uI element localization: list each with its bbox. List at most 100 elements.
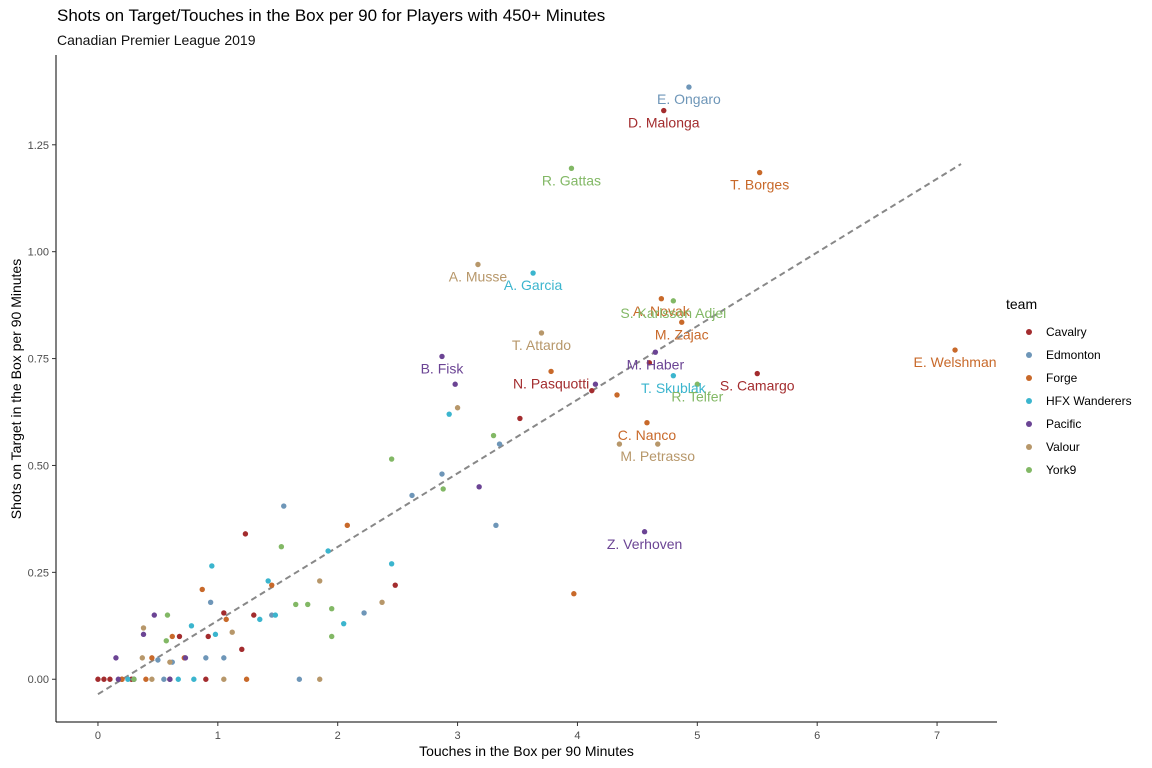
data-point (530, 270, 536, 276)
legend-label: Pacific (1046, 416, 1082, 431)
x-axis-label: Touches in the Box per 90 Minutes (419, 743, 634, 759)
data-point (221, 610, 227, 616)
data-point (592, 381, 599, 387)
player-label: T. Borges (730, 177, 789, 193)
data-point (95, 676, 101, 682)
data-point (191, 676, 197, 682)
data-point (548, 368, 554, 375)
x-tick-label: 1 (215, 730, 221, 742)
data-point (454, 405, 461, 411)
data-point (229, 629, 235, 635)
data-point (652, 349, 659, 355)
data-point (329, 605, 335, 612)
data-point (163, 638, 169, 644)
x-tick-label: 4 (574, 730, 580, 742)
data-point (243, 676, 250, 682)
data-point (658, 296, 665, 302)
data-point (476, 484, 482, 490)
y-tick-label: 0.25 (28, 567, 49, 579)
data-point (209, 563, 215, 569)
data-point (125, 676, 131, 682)
y-tick-label: 0.50 (28, 460, 49, 472)
data-point (496, 441, 503, 447)
data-point (490, 432, 497, 439)
data-point (614, 392, 620, 398)
data-point (493, 522, 499, 529)
data-point (107, 676, 113, 682)
player-label: B. Fisk (421, 361, 465, 377)
legend-key (1020, 348, 1038, 362)
legend-key (1020, 371, 1038, 385)
data-point (203, 676, 209, 682)
player-label: E. Welshman (914, 354, 997, 370)
data-point (568, 165, 575, 172)
data-point (686, 84, 692, 90)
legend-key (1020, 394, 1038, 408)
data-point (272, 612, 279, 618)
legend-label: Cavalry (1046, 324, 1087, 339)
data-point (305, 601, 311, 608)
data-point (207, 599, 214, 605)
player-label: Z. Verhoven (607, 536, 683, 552)
data-point (101, 676, 107, 682)
x-tick-label: 0 (95, 730, 101, 742)
x-tick-label: 7 (934, 730, 940, 742)
data-point (616, 441, 623, 447)
player-label: S. Karlsson Adjei (620, 305, 726, 321)
legend-item: Cavalry (1006, 320, 1132, 343)
x-tick-label: 6 (814, 730, 820, 742)
data-point (440, 486, 446, 492)
data-point (756, 169, 763, 176)
legend-label: Edmonton (1046, 347, 1101, 362)
y-tick-label: 1.25 (28, 140, 49, 152)
legend-dot-icon (1026, 443, 1032, 450)
legend-dot-icon (1026, 328, 1032, 335)
data-point (317, 578, 323, 584)
player-label: M. Petrasso (620, 448, 695, 464)
data-point (140, 625, 147, 631)
player-label: D. Malonga (628, 115, 700, 131)
legend-items: Cavalry Edmonton Forge HFX Wanderers Pacific… (1006, 320, 1132, 481)
data-point (223, 616, 229, 623)
player-label: M. Haber (627, 356, 685, 372)
legend-dot-icon (1026, 374, 1032, 381)
point-labels-group: E. Ongaro D. Malonga R. Gattas T. Borges A. … (421, 91, 997, 552)
data-point (175, 676, 181, 682)
legend-dot-icon (1026, 420, 1032, 427)
data-point (379, 599, 385, 605)
data-point (212, 631, 219, 638)
y-tick-label: 1.00 (28, 247, 49, 259)
data-point (164, 612, 171, 618)
data-point (388, 456, 395, 462)
data-point (239, 646, 245, 653)
data-point (670, 298, 677, 304)
trend-line-group (97, 163, 962, 696)
data-point (329, 633, 335, 640)
data-point (167, 659, 173, 665)
data-point (203, 655, 209, 661)
legend-label: Valour (1046, 439, 1080, 454)
data-point (655, 441, 661, 447)
data-point (169, 633, 175, 640)
data-point (143, 676, 149, 682)
points-group (95, 84, 958, 682)
legend-label: Forge (1046, 370, 1078, 385)
data-point (257, 616, 263, 623)
legend-title: team (1006, 296, 1038, 312)
x-tick-label: 2 (335, 730, 341, 742)
data-point (221, 676, 227, 682)
player-label: M. Zajac (655, 326, 709, 342)
x-tick-label: 3 (455, 730, 461, 742)
data-point (446, 411, 452, 417)
data-point (293, 601, 299, 608)
legend-key (1020, 417, 1038, 431)
legend-item: HFX Wanderers (1006, 389, 1132, 412)
axes: 0 1 2 3 4 5 6 7 0.00 0.25 0.50 0.75 1.00 1.25 (28, 55, 997, 742)
data-point (679, 319, 685, 325)
player-label: N. Pasquotti (513, 376, 589, 392)
player-label: A. Novak (633, 303, 691, 319)
data-point (325, 548, 331, 554)
data-point (115, 676, 122, 682)
data-point (670, 372, 677, 379)
data-point (278, 543, 285, 550)
